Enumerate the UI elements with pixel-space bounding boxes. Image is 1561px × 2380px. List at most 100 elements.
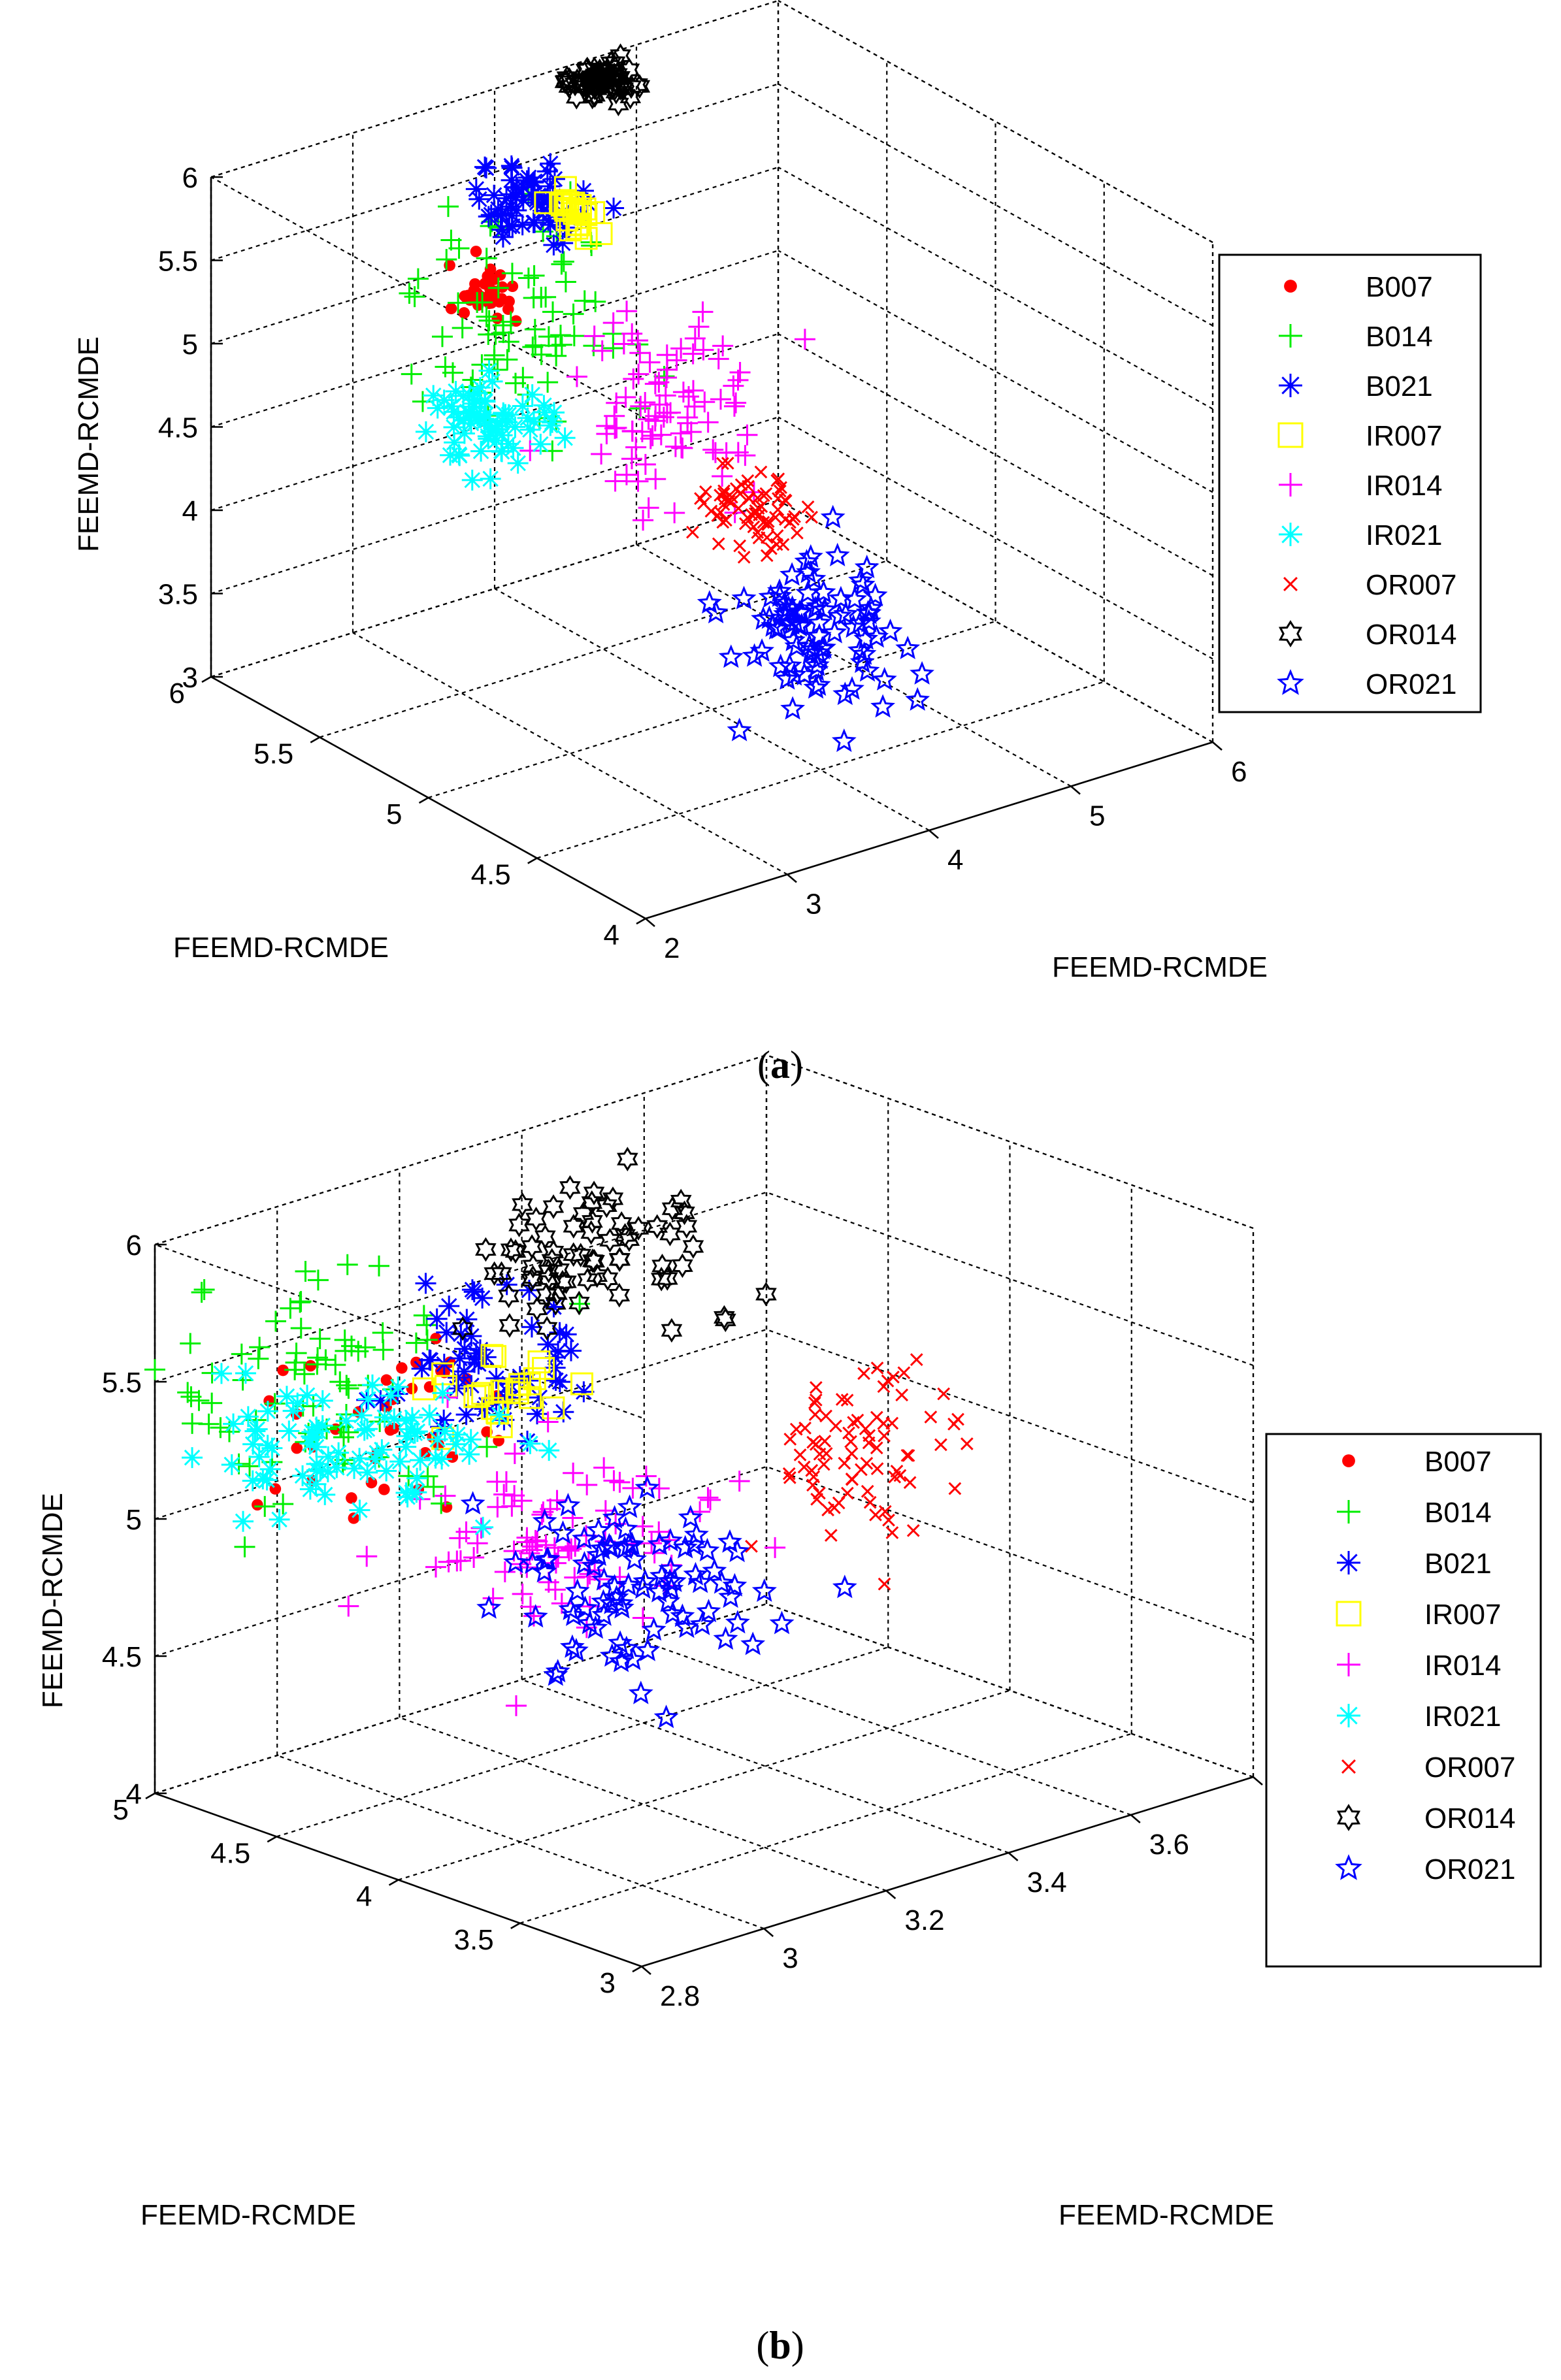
data-point	[492, 315, 514, 336]
series-B014	[399, 181, 675, 462]
y-gridline	[519, 1733, 1132, 1924]
data-point	[582, 1209, 603, 1234]
data-point	[193, 1279, 215, 1301]
data-point	[751, 502, 765, 515]
data-point	[463, 1385, 487, 1409]
data-point	[534, 1224, 556, 1249]
data-point	[427, 1429, 448, 1450]
data-point	[287, 1392, 308, 1414]
data-point	[682, 343, 704, 365]
z-tick-label: 6	[126, 1230, 142, 1262]
data-point	[761, 515, 775, 529]
data-point	[741, 511, 754, 525]
data-point	[372, 1322, 393, 1343]
legend-entry: OR007	[1341, 1752, 1515, 1784]
data-point	[727, 442, 749, 463]
data-point	[656, 344, 678, 366]
data-point	[574, 227, 598, 250]
data-point	[498, 331, 519, 353]
data-point	[741, 474, 755, 487]
data-point	[505, 1695, 527, 1716]
data-point	[545, 1659, 570, 1683]
data-point	[542, 440, 563, 462]
data-point	[742, 491, 755, 504]
z-gridline	[210, 250, 779, 428]
data-point	[847, 638, 872, 662]
legend-marker	[1277, 422, 1304, 448]
data-point	[649, 1563, 674, 1587]
data-point	[803, 675, 829, 699]
series-IR007	[534, 176, 613, 250]
data-point	[694, 391, 715, 413]
data-point	[570, 1372, 593, 1395]
data-point	[475, 1346, 497, 1368]
x-tick	[645, 918, 655, 927]
y-axis-label: FEEMD-RCMDE	[140, 2199, 356, 2231]
data-point	[644, 373, 666, 395]
figure-caption: (b)	[756, 2324, 804, 2367]
data-point	[680, 421, 702, 443]
data-point	[410, 1450, 431, 1471]
data-point	[870, 1441, 883, 1455]
data-point	[493, 296, 505, 308]
data-point	[878, 1505, 892, 1518]
data-point	[482, 270, 493, 282]
data-point	[782, 1467, 796, 1480]
data-point	[498, 1283, 519, 1309]
data-point	[555, 271, 576, 293]
data-point	[755, 1282, 777, 1307]
data-point	[910, 660, 934, 685]
z-tick-label: 6	[182, 162, 198, 194]
data-point	[900, 1448, 914, 1462]
data-point	[469, 278, 481, 290]
data-point	[634, 1475, 660, 1499]
data-point	[885, 1526, 899, 1539]
data-point	[445, 1433, 467, 1455]
data-point	[659, 1221, 681, 1247]
data-point	[840, 1394, 854, 1407]
z-gridline	[778, 0, 1213, 243]
data-point	[583, 1615, 608, 1639]
data-point	[512, 1583, 533, 1605]
legend-label: B021	[1424, 1548, 1492, 1580]
y-gridline	[276, 1646, 889, 1838]
data-point	[634, 453, 656, 475]
figure-caption: (a)	[757, 1043, 803, 1086]
legend-marker	[1341, 1759, 1356, 1774]
data-point	[465, 178, 487, 200]
legend-marker	[1337, 1500, 1360, 1524]
data-point	[597, 1266, 619, 1292]
data-point	[623, 368, 644, 390]
data-point	[560, 1340, 582, 1361]
data-point	[887, 1371, 900, 1384]
data-point	[460, 1429, 482, 1450]
data-point	[770, 529, 784, 542]
data-point	[545, 1291, 567, 1316]
data-point	[501, 205, 523, 227]
data-point	[870, 694, 896, 718]
data-point	[550, 1520, 576, 1544]
data-point	[960, 1437, 974, 1450]
data-point	[641, 1617, 666, 1641]
data-point	[312, 1390, 333, 1411]
data-point	[526, 1296, 548, 1322]
data-point	[310, 1460, 331, 1482]
data-point	[870, 1361, 884, 1375]
data-point	[682, 1234, 704, 1259]
data-point	[407, 268, 429, 289]
data-point	[530, 433, 551, 455]
data-point	[723, 395, 745, 417]
data-point	[563, 303, 584, 325]
x-gridline	[399, 1716, 887, 1892]
data-point	[237, 1406, 259, 1427]
data-point	[366, 1443, 387, 1463]
data-point	[365, 1448, 386, 1470]
data-point	[717, 1529, 742, 1553]
x-axis-label: FEEMD-RCMDE	[1059, 2199, 1274, 2231]
data-point	[618, 1227, 640, 1252]
data-point	[645, 468, 666, 490]
data-point	[491, 425, 513, 446]
legend-marker	[1336, 1804, 1361, 1831]
data-point	[435, 1485, 456, 1507]
data-point	[648, 1521, 670, 1542]
